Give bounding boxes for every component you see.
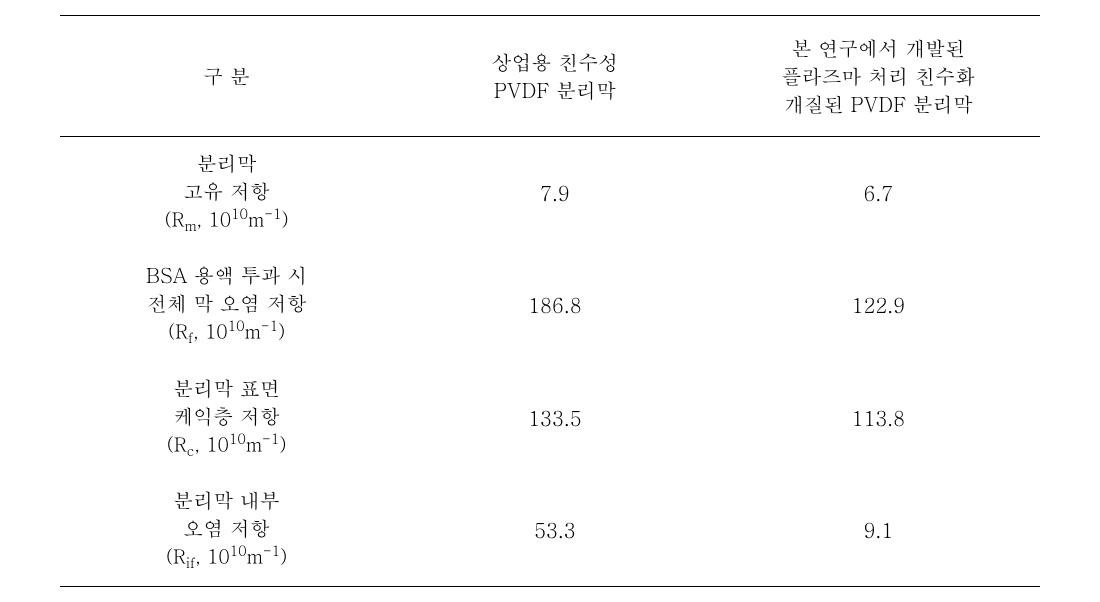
notation-sub: m	[184, 217, 196, 237]
notation-sup: 10	[230, 541, 247, 561]
notation-unit: m	[245, 318, 261, 345]
table-body: 분리막 고유 저항 (Rm, 1010m-1) 7.9 6.7 BSA 용액 투…	[60, 137, 1040, 586]
row-developed-value: 6.7	[717, 137, 1040, 250]
row-commercial-value: 53.3	[393, 474, 716, 587]
row-label-cell: 분리막 표면 케익층 저항 (Rc, 1010m-1)	[60, 362, 393, 474]
header-category-text: 구 분	[203, 61, 250, 90]
row-notation: (Rc, 1010m-1)	[70, 430, 383, 462]
table-row: 분리막 표면 케익층 저항 (Rc, 1010m-1) 133.5 113.8	[60, 362, 1040, 474]
table-row: 분리막 내부 오염 저항 (Rif, 1010m-1) 53.3 9.1	[60, 474, 1040, 587]
table-header: 구 분 상업용 친수성 PVDF 분리막 본 연구에서 개발된 플라즈마 처리 …	[60, 16, 1040, 137]
row-label-line1: BSA 용액 투과 시	[70, 261, 383, 289]
row-label-cell: 분리막 내부 오염 저항 (Rif, 1010m-1)	[60, 474, 393, 587]
row-label-line1: 분리막	[70, 149, 383, 177]
table-header-row: 구 분 상업용 친수성 PVDF 분리막 본 연구에서 개발된 플라즈마 처리 …	[60, 16, 1040, 137]
header-category: 구 분	[60, 16, 393, 137]
notation-sup2: -1	[263, 541, 280, 561]
notation-prefix: (R	[165, 206, 185, 233]
notation-sup: 10	[231, 204, 248, 224]
notation-sub: if	[186, 553, 195, 573]
notation-suffix: )	[282, 206, 289, 233]
notation-mid: , 10	[194, 430, 229, 457]
notation-prefix: (R	[167, 430, 187, 457]
row-developed-value: 122.9	[717, 249, 1040, 361]
header-commercial: 상업용 친수성 PVDF 분리막	[393, 16, 716, 137]
row-commercial-value: 186.8	[393, 249, 716, 361]
row-label-line1: 분리막 내부	[70, 486, 383, 514]
notation-sup2: -1	[261, 316, 278, 336]
notation-unit: m	[247, 542, 263, 569]
row-label-line2: 고유 저항	[70, 177, 383, 205]
row-commercial-value: 133.5	[393, 362, 716, 474]
row-label-line2: 케익층 저항	[70, 402, 383, 430]
header-commercial-line2: PVDF 분리막	[403, 76, 706, 104]
notation-suffix: )	[279, 430, 286, 457]
row-label-line2: 오염 저항	[70, 514, 383, 542]
notation-suffix: )	[278, 318, 285, 345]
header-developed-line3: 개질된 PVDF 분리막	[727, 90, 1030, 118]
notation-suffix: )	[280, 542, 287, 569]
table-row: BSA 용액 투과 시 전체 막 오염 저항 (Rf, 1010m-1) 186…	[60, 249, 1040, 361]
header-developed-line2: 플라즈마 처리 친수화	[727, 62, 1030, 90]
row-label-line1: 분리막 표면	[70, 374, 383, 402]
row-notation: (Rif, 1010m-1)	[70, 542, 383, 574]
notation-sup: 10	[229, 429, 246, 449]
notation-prefix: (R	[166, 542, 186, 569]
table-row: 분리막 고유 저항 (Rm, 1010m-1) 7.9 6.7	[60, 137, 1040, 250]
row-notation: (Rf, 1010m-1)	[70, 317, 383, 349]
notation-mid: , 10	[193, 318, 228, 345]
header-developed: 본 연구에서 개발된 플라즈마 처리 친수화 개질된 PVDF 분리막	[717, 16, 1040, 137]
row-label-cell: 분리막 고유 저항 (Rm, 1010m-1)	[60, 137, 393, 250]
header-developed-line1: 본 연구에서 개발된	[727, 34, 1030, 62]
notation-sup: 10	[228, 316, 245, 336]
table-container: 구 분 상업용 친수성 PVDF 분리막 본 연구에서 개발된 플라즈마 처리 …	[60, 15, 1040, 586]
row-label-line2: 전체 막 오염 저항	[70, 289, 383, 317]
notation-mid: , 10	[195, 542, 230, 569]
resistance-comparison-table: 구 분 상업용 친수성 PVDF 분리막 본 연구에서 개발된 플라즈마 처리 …	[60, 15, 1040, 586]
notation-unit: m	[246, 430, 262, 457]
notation-unit: m	[248, 206, 264, 233]
notation-sup2: -1	[262, 429, 279, 449]
row-notation: (Rm, 1010m-1)	[70, 205, 383, 237]
notation-sup2: -1	[264, 204, 281, 224]
notation-prefix: (R	[168, 318, 188, 345]
row-developed-value: 9.1	[717, 474, 1040, 587]
row-commercial-value: 7.9	[393, 137, 716, 250]
header-commercial-line1: 상업용 친수성	[403, 48, 706, 76]
row-developed-value: 113.8	[717, 362, 1040, 474]
notation-mid: , 10	[197, 206, 232, 233]
row-label-cell: BSA 용액 투과 시 전체 막 오염 저항 (Rf, 1010m-1)	[60, 249, 393, 361]
